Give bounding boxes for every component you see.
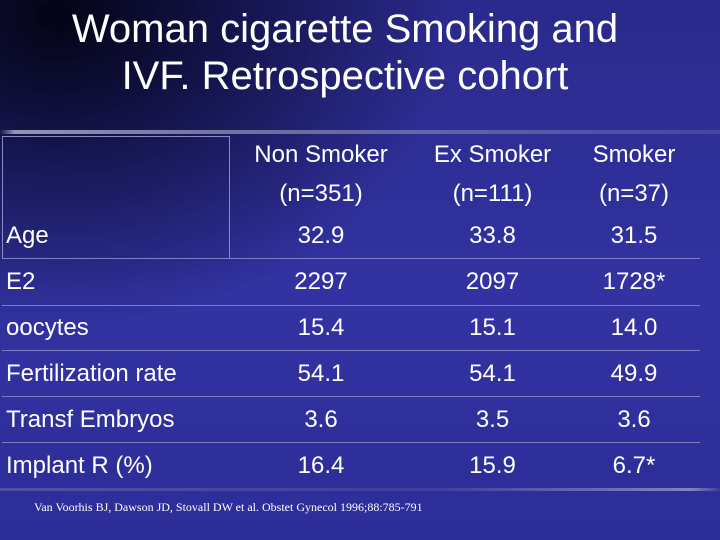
row-divider: [2, 350, 700, 351]
title-line-2: IVF. Retrospective cohort: [121, 54, 569, 98]
table-cell: 32.9: [297, 222, 345, 249]
row-divider: [2, 442, 700, 443]
column-count-smoker: (n=37): [598, 180, 670, 207]
row-label-transf-embryos: Transf Embryos: [6, 406, 175, 433]
citation: Van Voorhis BJ, Dawson JD, Stovall DW et…: [34, 500, 423, 514]
title-line-1: Woman cigarette Smoking and: [71, 7, 619, 51]
row-label-age: Age: [6, 222, 49, 249]
table-cell: 2297: [294, 268, 348, 295]
table-bottom-rule: [0, 488, 720, 491]
column-count-non-smoker: (n=351): [279, 180, 363, 207]
table-cell: 16.4: [297, 452, 345, 479]
row-label-implant-rate: Implant R (%): [6, 452, 153, 479]
row-label-fertilization-rate: Fertilization rate: [6, 360, 177, 387]
table-cell: 15.1: [469, 314, 516, 341]
table-cell: 33.8: [469, 222, 516, 249]
row-label-e2: E2: [6, 268, 36, 295]
table-cell: 14.0: [610, 314, 658, 341]
table-cell: 54.1: [297, 360, 345, 387]
table-cell: 1728*: [602, 268, 666, 295]
table-cell: 15.9: [469, 452, 516, 479]
table-cell: 2097: [465, 268, 520, 295]
table-cell: 31.5: [610, 222, 658, 249]
table-cell: 15.4: [297, 314, 345, 341]
table-header-empty-cell: [2, 136, 230, 258]
table-cell: 3.5: [475, 406, 510, 433]
table-cell: 54.1: [469, 360, 516, 387]
title-divider: [0, 130, 720, 134]
column-header-non-smoker: Non Smoker: [254, 141, 388, 168]
slide-title: Woman cigarette Smoking and IVF. Retrosp…: [0, 6, 690, 100]
column-count-ex-smoker: (n=111): [452, 180, 533, 207]
table-cell: 49.9: [610, 360, 658, 387]
row-divider: [2, 396, 700, 397]
table-cell: 6.7*: [612, 452, 656, 479]
row-divider: [2, 305, 700, 306]
column-header-ex-smoker: Ex Smoker: [433, 141, 552, 168]
table-cell: 3.6: [617, 406, 651, 433]
column-header-smoker: Smoker: [592, 141, 676, 168]
row-divider: [2, 258, 700, 259]
table-cell: 3.6: [304, 406, 338, 433]
row-label-oocytes: oocytes: [6, 314, 89, 341]
